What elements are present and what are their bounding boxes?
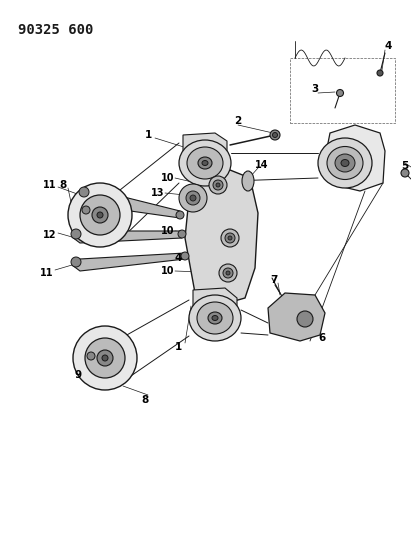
Text: 4: 4 — [384, 41, 392, 51]
Polygon shape — [185, 168, 258, 305]
Circle shape — [68, 183, 132, 247]
Circle shape — [270, 130, 280, 140]
Circle shape — [337, 90, 344, 96]
Polygon shape — [72, 253, 185, 271]
Circle shape — [209, 176, 227, 194]
Polygon shape — [268, 293, 325, 341]
Circle shape — [79, 187, 89, 197]
Circle shape — [226, 271, 230, 275]
Ellipse shape — [179, 140, 231, 186]
Text: 8: 8 — [59, 180, 67, 190]
Circle shape — [225, 233, 235, 243]
Circle shape — [377, 70, 383, 76]
Circle shape — [71, 229, 81, 239]
Text: 2: 2 — [234, 116, 242, 126]
Ellipse shape — [189, 295, 241, 341]
Circle shape — [228, 236, 232, 240]
Circle shape — [297, 311, 313, 327]
Ellipse shape — [335, 154, 355, 172]
Text: 1: 1 — [174, 342, 182, 352]
Text: 7: 7 — [270, 275, 278, 285]
Ellipse shape — [242, 171, 254, 191]
Text: 12: 12 — [43, 230, 57, 240]
Text: 10: 10 — [161, 226, 175, 236]
Ellipse shape — [187, 147, 223, 179]
Circle shape — [272, 133, 277, 138]
Circle shape — [216, 183, 220, 187]
Polygon shape — [80, 188, 180, 218]
Ellipse shape — [212, 316, 218, 320]
Circle shape — [221, 229, 239, 247]
Text: 1: 1 — [144, 130, 152, 140]
Ellipse shape — [202, 160, 208, 166]
Polygon shape — [72, 231, 182, 243]
Circle shape — [176, 211, 184, 219]
Ellipse shape — [318, 138, 372, 188]
Circle shape — [87, 352, 95, 360]
Circle shape — [82, 206, 90, 214]
Circle shape — [97, 350, 113, 366]
Text: 9: 9 — [74, 370, 81, 380]
Ellipse shape — [341, 159, 349, 166]
Text: 13: 13 — [151, 188, 165, 198]
Text: 11: 11 — [40, 268, 54, 278]
Text: 90325 600: 90325 600 — [18, 23, 93, 37]
Circle shape — [223, 268, 233, 278]
Circle shape — [179, 184, 207, 212]
Polygon shape — [325, 125, 385, 191]
Ellipse shape — [198, 157, 212, 169]
Text: 3: 3 — [312, 84, 319, 94]
Ellipse shape — [197, 302, 233, 334]
Circle shape — [73, 326, 137, 390]
Polygon shape — [183, 133, 227, 155]
Circle shape — [401, 169, 409, 177]
Circle shape — [181, 252, 189, 260]
Circle shape — [80, 195, 120, 235]
Circle shape — [186, 191, 200, 205]
Text: 11: 11 — [43, 180, 57, 190]
Text: 14: 14 — [255, 160, 269, 170]
Circle shape — [85, 338, 125, 378]
Text: 10: 10 — [161, 266, 175, 276]
Polygon shape — [193, 288, 237, 310]
Circle shape — [219, 264, 237, 282]
Circle shape — [178, 230, 186, 238]
Circle shape — [213, 180, 223, 190]
Circle shape — [71, 257, 81, 267]
Ellipse shape — [327, 147, 363, 180]
Text: 6: 6 — [319, 333, 326, 343]
Circle shape — [92, 207, 108, 223]
Circle shape — [190, 195, 196, 201]
Text: 10: 10 — [161, 173, 175, 183]
Text: 4: 4 — [174, 253, 182, 263]
Text: 8: 8 — [141, 395, 149, 405]
Circle shape — [97, 212, 103, 218]
Text: 5: 5 — [402, 161, 409, 171]
Circle shape — [102, 355, 108, 361]
Ellipse shape — [208, 312, 222, 324]
